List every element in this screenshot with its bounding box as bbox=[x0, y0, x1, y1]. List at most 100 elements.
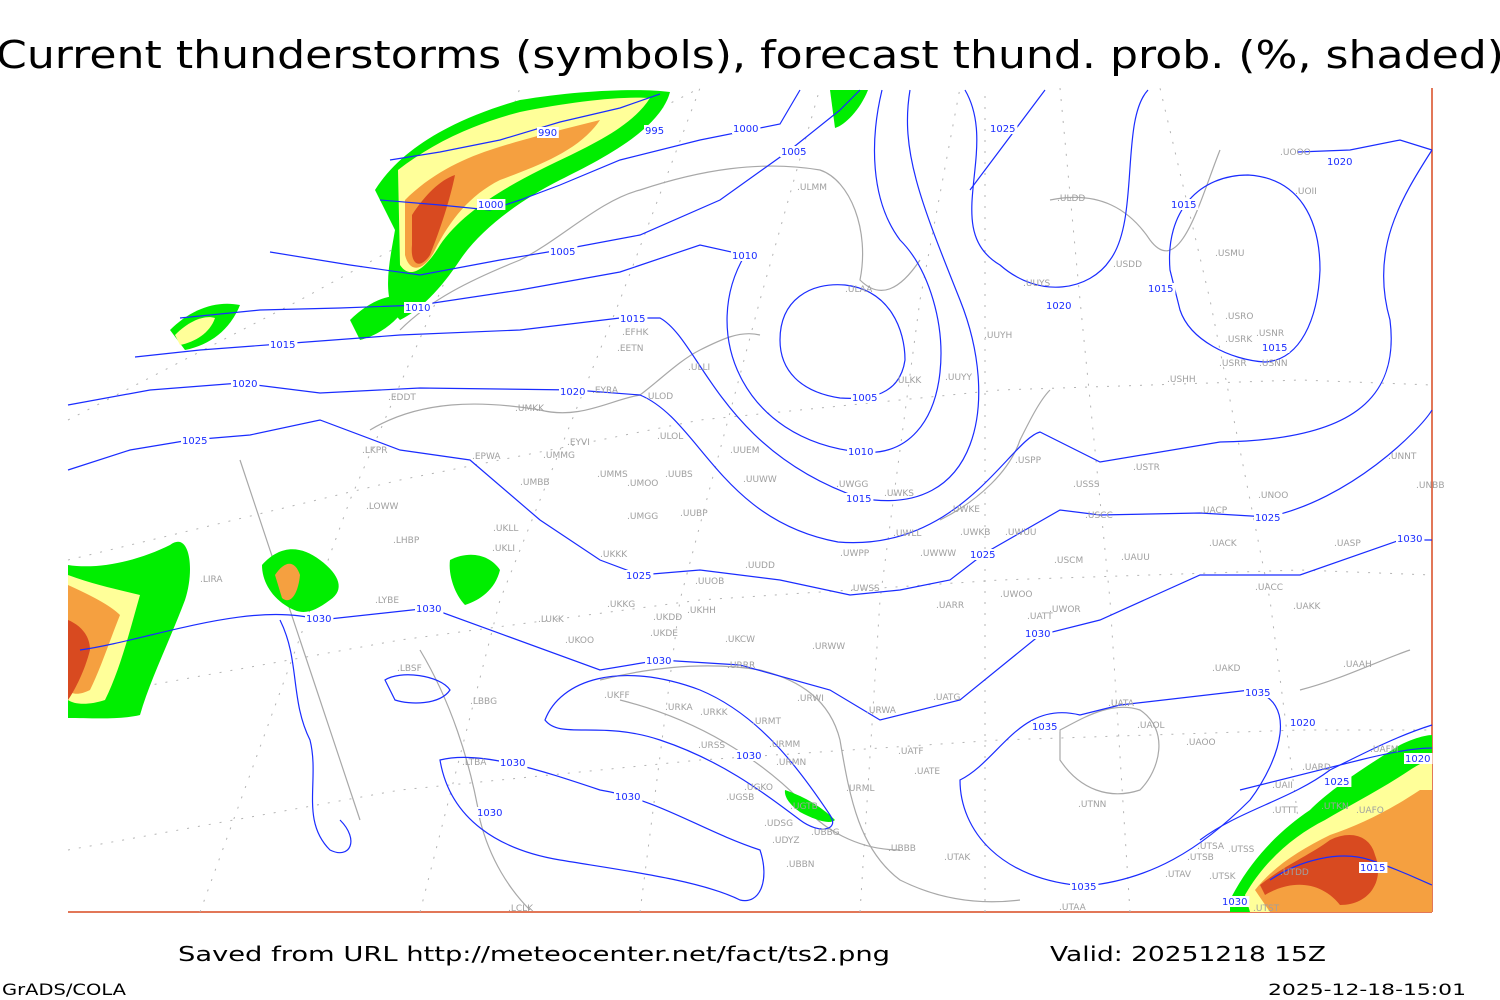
isobar-label: 1030 bbox=[736, 751, 761, 762]
station-label: .UAOO bbox=[1186, 738, 1216, 748]
station-label: .UKLI bbox=[492, 544, 515, 554]
station-label: .UUYY bbox=[945, 373, 973, 383]
isobar-label: 1020 bbox=[1327, 157, 1352, 168]
isobar-label: 1015 bbox=[1360, 863, 1385, 874]
isobar-label-bg bbox=[1261, 342, 1290, 353]
isobars bbox=[67, 89, 1433, 902]
station-label: .EPWA bbox=[472, 452, 501, 462]
generation-timestamp: 2025-12-18-15:01 bbox=[1268, 980, 1466, 999]
station-label: .UTST bbox=[1253, 904, 1280, 914]
isobar-label: 1035 bbox=[1245, 688, 1270, 699]
isobar-label: 1030 bbox=[1397, 534, 1422, 545]
station-label: .UTSK bbox=[1209, 872, 1237, 882]
isobar-label-bg bbox=[181, 435, 210, 446]
station-label: .USRR bbox=[1219, 359, 1247, 369]
station-label: .UWSS bbox=[850, 584, 880, 594]
isobar-label-bg bbox=[1221, 896, 1250, 907]
station-label: .UDSG bbox=[764, 819, 793, 829]
station-label: .LHBP bbox=[393, 536, 420, 546]
station-label: .UKHH bbox=[687, 606, 716, 616]
station-label: .UAKK bbox=[1293, 602, 1322, 612]
isobar-label: 1020 bbox=[1290, 718, 1315, 729]
station-label: .URKA bbox=[665, 703, 693, 713]
station-label: .UMBB bbox=[520, 478, 550, 488]
station-label: .UTDD bbox=[1280, 868, 1309, 878]
isobar-label-bg bbox=[845, 493, 874, 504]
station-label: .UARD bbox=[1302, 763, 1331, 773]
isobar-label-bg bbox=[1326, 156, 1355, 167]
station-label: .UATF bbox=[898, 747, 924, 757]
station-label: .UTSS bbox=[1228, 845, 1255, 855]
isobar-label-bg bbox=[645, 655, 674, 666]
isobar-label-bg bbox=[989, 123, 1018, 134]
isobar-label-bg bbox=[1045, 300, 1074, 311]
isobar-label: 1005 bbox=[852, 393, 877, 404]
station-label: .USCM bbox=[1054, 556, 1083, 566]
station-label: .USMU bbox=[1215, 249, 1245, 259]
station-label: .URWI bbox=[797, 694, 824, 704]
station-label: .UAUU bbox=[1121, 553, 1150, 563]
isobar-label-bg bbox=[415, 603, 444, 614]
station-label: .USSS bbox=[1073, 480, 1100, 490]
station-label: .UTKN bbox=[1321, 802, 1349, 812]
isobar-label: 1025 bbox=[990, 124, 1015, 135]
station-label: .UAFO bbox=[1356, 806, 1384, 816]
station-label: .UMMG bbox=[543, 451, 575, 461]
isobar-label: 1025 bbox=[182, 436, 207, 447]
isobar-label-bg bbox=[499, 757, 528, 768]
station-label: .UWWW bbox=[920, 549, 956, 559]
isobar-label-bg bbox=[537, 127, 559, 138]
isobar-label-bg bbox=[404, 302, 433, 313]
station-label: .URMT bbox=[752, 717, 781, 727]
isobar-label: 1005 bbox=[550, 247, 575, 258]
isobar-label-bg bbox=[780, 146, 809, 157]
isobar-label: 995 bbox=[645, 126, 664, 137]
station-label: .UTAK bbox=[944, 853, 971, 863]
station-label: .UWGG bbox=[836, 480, 868, 490]
isobar-label-bg bbox=[1170, 199, 1199, 210]
isobar-label: 1005 bbox=[781, 147, 806, 158]
station-label: .UKFF bbox=[604, 691, 630, 701]
station-label: .UMKK bbox=[515, 404, 545, 414]
station-label: .UKLL bbox=[493, 524, 518, 534]
station-label: .URKK bbox=[700, 708, 729, 718]
isobar-label-bg bbox=[644, 125, 666, 136]
isobar-label-bg bbox=[1254, 512, 1283, 523]
isobar-label: 1015 bbox=[1148, 284, 1173, 295]
station-label: .UKDD bbox=[653, 613, 682, 623]
station-label: .ULMM bbox=[797, 183, 827, 193]
station-label: .UWLL bbox=[893, 529, 921, 539]
station-label: .EFHK bbox=[622, 328, 649, 338]
isobar-label-bg bbox=[619, 313, 648, 324]
station-label: .ULKK bbox=[895, 376, 922, 386]
isobar-label: 1030 bbox=[306, 614, 331, 625]
station-label: .UTTT bbox=[1272, 806, 1298, 816]
station-label: .EYRA bbox=[592, 386, 619, 396]
isobar-label: 1030 bbox=[1222, 897, 1247, 908]
isobar-label: 1030 bbox=[500, 758, 525, 769]
station-label: .USHH bbox=[1167, 375, 1196, 385]
isobar-label: 1035 bbox=[1032, 722, 1057, 733]
station-label: .UUDD bbox=[745, 561, 775, 571]
station-label: .UATE bbox=[914, 767, 940, 777]
station-label: .UTSA bbox=[1197, 842, 1225, 852]
station-label: .URMN bbox=[776, 758, 806, 768]
isobar-label: 1030 bbox=[477, 808, 502, 819]
station-label: .UUEM bbox=[730, 446, 760, 456]
isobar-label-bg bbox=[476, 807, 505, 818]
isobar-label-bg bbox=[1031, 721, 1060, 732]
isobar-label: 990 bbox=[538, 128, 557, 139]
station-label: .ULAA bbox=[845, 285, 873, 295]
station-label: .URMM bbox=[769, 740, 800, 750]
station-label: .UGSB bbox=[726, 793, 754, 803]
isobar-label-bg bbox=[969, 549, 998, 560]
isobar-label-bg bbox=[1359, 862, 1388, 873]
station-label: .LIRA bbox=[200, 575, 223, 585]
isobar-labels: 990 995 1000 1000 1005 1005 1010 1010 1015 1015 10… bbox=[181, 123, 1433, 908]
isobar-label: 1015 bbox=[846, 494, 871, 505]
isobar-label: 1015 bbox=[270, 340, 295, 351]
isobar-label-bg bbox=[1404, 753, 1433, 764]
station-labels: .ULMM .ULDD .UOOO .UOII .USMU .USDD .UUYS .ULAA… bbox=[200, 148, 1445, 914]
station-label: .UWKS bbox=[884, 489, 914, 499]
isobar-label: 1010 bbox=[848, 447, 873, 458]
